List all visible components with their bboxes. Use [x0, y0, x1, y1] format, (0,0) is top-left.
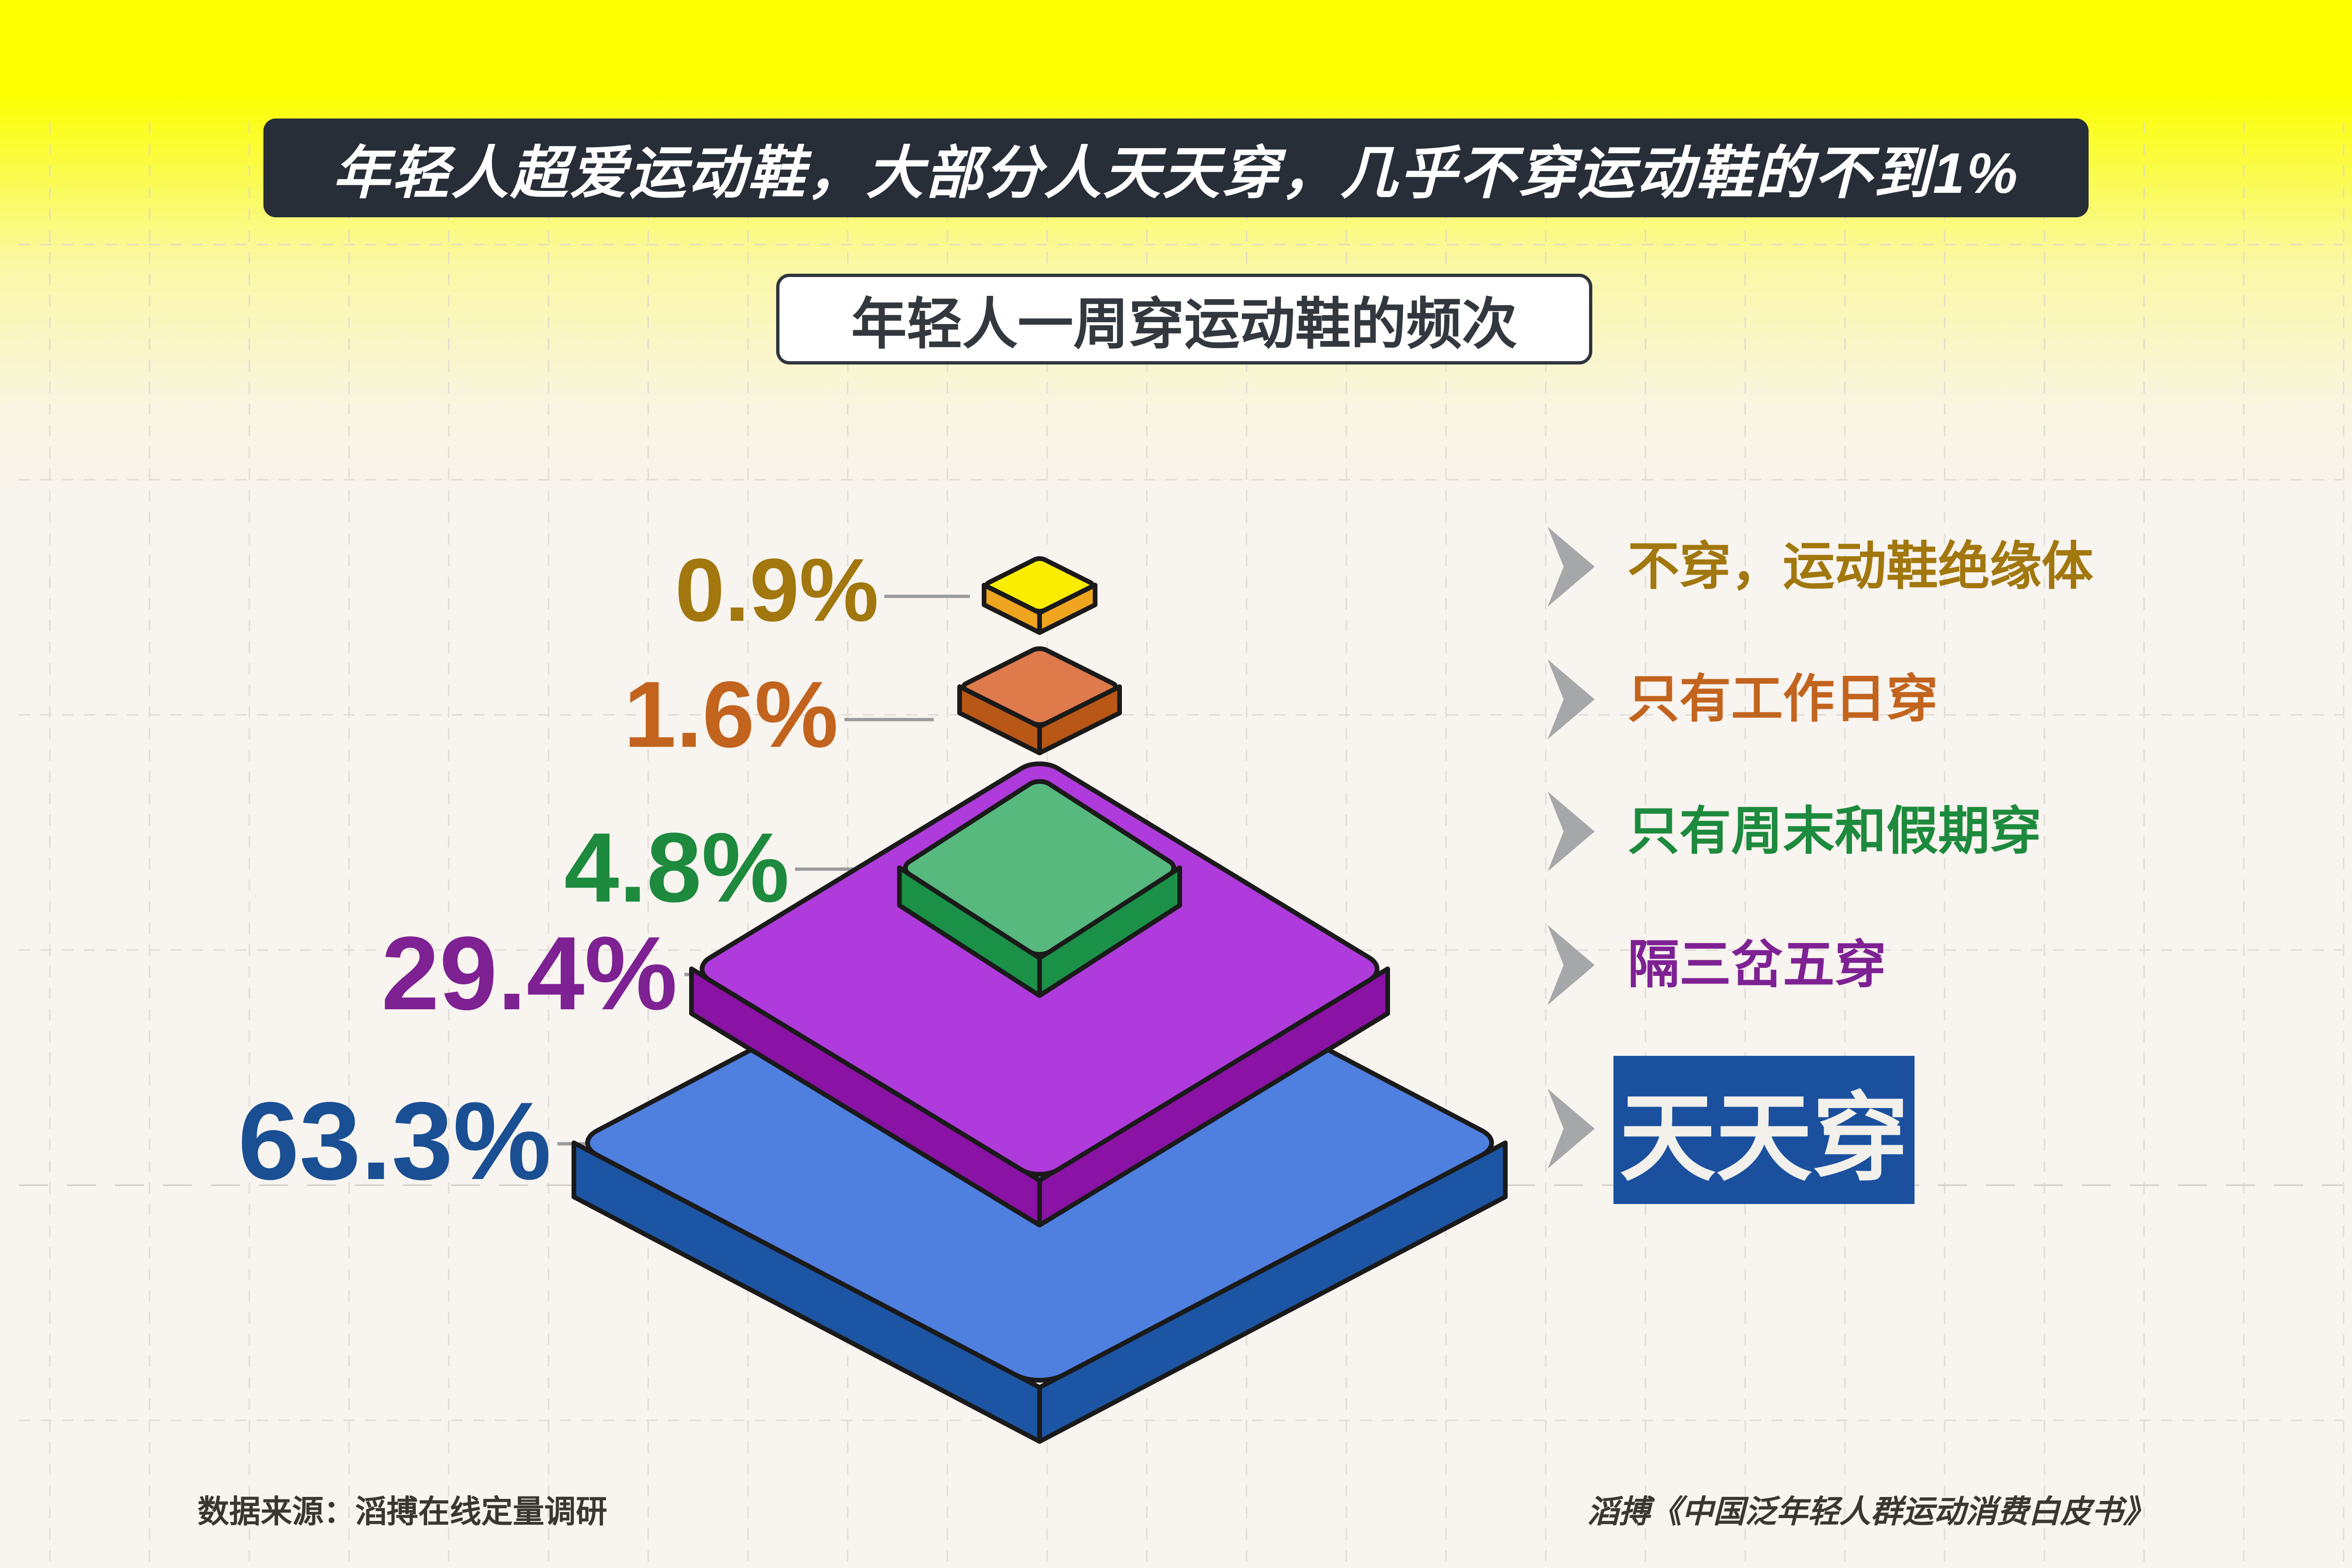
pyramid-layer-never	[982, 557, 1097, 635]
legend-label-highlight: 天天穿	[1619, 1085, 1909, 1192]
legend-label: 只有工作日穿	[1628, 670, 1938, 728]
chevron-arrow-icon	[1548, 659, 1595, 739]
chevron-arrow-icon	[1548, 792, 1595, 871]
data-source-caption: 数据来源：滔搏在线定量调研	[198, 1494, 607, 1529]
value-label-every-few-days: 29.4%	[381, 915, 677, 1032]
chart-subtitle-text: 年轻人一周穿运动鞋的频次	[851, 293, 1518, 356]
title-banner-text: 年轻人超爱运动鞋，大部分人天天穿，几乎不穿运动鞋的不到1%	[332, 141, 2020, 205]
value-label-workdays: 1.6%	[624, 662, 838, 767]
title-banner: 年轻人超爱运动鞋，大部分人天天穿，几乎不穿运动鞋的不到1%	[263, 119, 2089, 217]
report-source-caption: 滔搏《中国泛年轻人群运动消费白皮书》	[1587, 1494, 2154, 1529]
legend-item-everyday-highlight: 天天穿	[1613, 1056, 1915, 1204]
value-label-weekends: 4.8%	[564, 812, 789, 923]
legend-item-everyday-arrow	[1548, 1089, 1595, 1169]
chevron-arrow-icon	[1548, 925, 1595, 1005]
layer-top-green	[899, 778, 1179, 958]
chart-subtitle-box: 年轻人一周穿运动鞋的频次	[776, 274, 1592, 364]
chevron-arrow-icon	[1548, 1089, 1595, 1169]
chevron-arrow-icon	[1548, 527, 1595, 607]
legend-item-workdays: 只有工作日穿	[1548, 659, 1938, 739]
layer-top-yellow	[984, 557, 1095, 613]
legend-label-spacer: 隔三岔五穿	[1628, 936, 1886, 994]
value-label-everyday: 63.3%	[238, 1079, 551, 1203]
layer-top-orange	[960, 647, 1119, 727]
pyramid-layer-weekends-holidays	[897, 778, 1182, 998]
legend-label: 只有周末和假期穿	[1628, 802, 2042, 860]
legend-item-weekends: 只有周末和假期穿	[1548, 792, 2042, 871]
value-label-never: 0.9%	[675, 540, 879, 640]
legend-item-every-few-days: 隔三岔五穿	[1548, 925, 1886, 1005]
legend-label: 不穿，运动鞋绝缘体	[1628, 538, 2093, 595]
legend-item-never: 不穿，运动鞋绝缘体	[1548, 527, 2093, 607]
pyramid-layer-workdays	[957, 647, 1122, 755]
